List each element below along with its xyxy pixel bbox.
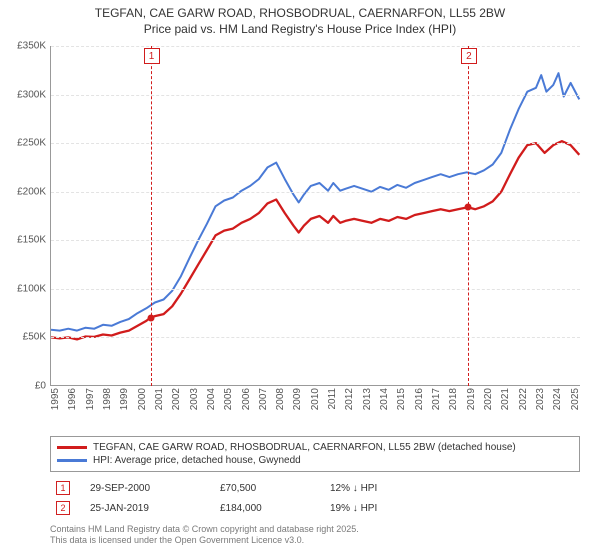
x-axis-label: 2020 (483, 388, 494, 410)
y-axis-label: £0 (0, 381, 46, 392)
legend-box: TEGFAN, CAE GARW ROAD, RHOSBODRUAL, CAER… (50, 436, 580, 472)
x-axis-label: 1996 (67, 388, 78, 410)
sales-table: 1 29-SEP-2000 £70,500 12% ↓ HPI 2 25-JAN… (50, 478, 580, 518)
chart-title: TEGFAN, CAE GARW ROAD, RHOSBODRUAL, CAER… (0, 0, 600, 37)
sale-marker-line (151, 46, 152, 386)
x-axis-label: 2014 (379, 388, 390, 410)
attribution: Contains HM Land Registry data © Crown c… (50, 524, 359, 547)
attribution-line: This data is licensed under the Open Gov… (50, 535, 359, 546)
gridline-h (51, 143, 580, 144)
x-axis-label: 2018 (448, 388, 459, 410)
plot-area: 12 (50, 46, 580, 386)
gridline-h (51, 192, 580, 193)
sale-delta: 12% ↓ HPI (330, 483, 440, 494)
x-axis-label: 2007 (258, 388, 269, 410)
x-axis-label: 2022 (518, 388, 529, 410)
x-axis-label: 2011 (327, 388, 338, 410)
legend-swatch (57, 446, 87, 449)
x-axis-label: 2004 (206, 388, 217, 410)
gridline-h (51, 240, 580, 241)
x-axis-label: 2008 (275, 388, 286, 410)
legend-label: HPI: Average price, detached house, Gwyn… (93, 455, 301, 466)
sale-marker-box: 1 (56, 481, 70, 495)
x-axis-label: 1999 (119, 388, 130, 410)
x-axis-label: 2021 (500, 388, 511, 410)
x-axis-label: 2002 (171, 388, 182, 410)
sale-marker-number: 1 (144, 48, 160, 64)
sale-price: £184,000 (220, 503, 310, 514)
sale-row: 1 29-SEP-2000 £70,500 12% ↓ HPI (50, 478, 580, 498)
legend-label: TEGFAN, CAE GARW ROAD, RHOSBODRUAL, CAER… (93, 442, 516, 453)
x-axis-label: 2024 (552, 388, 563, 410)
gridline-h (51, 95, 580, 96)
x-axis-label: 2025 (570, 388, 581, 410)
sale-row: 2 25-JAN-2019 £184,000 19% ↓ HPI (50, 498, 580, 518)
legend-swatch (57, 459, 87, 462)
sale-date: 25-JAN-2019 (90, 503, 200, 514)
y-axis-label: £100K (0, 283, 46, 294)
x-axis-label: 2000 (137, 388, 148, 410)
x-axis-label: 2023 (535, 388, 546, 410)
attribution-line: Contains HM Land Registry data © Crown c… (50, 524, 359, 535)
gridline-h (51, 289, 580, 290)
sale-marker-box: 2 (56, 501, 70, 515)
x-axis-label: 2005 (223, 388, 234, 410)
chart-area: 12 £0£50K£100K£150K£200K£250K£300K£350K1… (50, 46, 580, 406)
x-axis-label: 2013 (362, 388, 373, 410)
sale-price: £70,500 (220, 483, 310, 494)
x-axis-label: 2003 (189, 388, 200, 410)
sale-delta: 19% ↓ HPI (330, 503, 440, 514)
x-axis-label: 1997 (85, 388, 96, 410)
sale-date: 29-SEP-2000 (90, 483, 200, 494)
x-axis-label: 2019 (466, 388, 477, 410)
x-axis-label: 2006 (241, 388, 252, 410)
series-line-hpi (51, 73, 579, 330)
y-axis-label: £250K (0, 138, 46, 149)
y-axis-label: £350K (0, 41, 46, 52)
sale-marker-dot (464, 204, 471, 211)
legend-row: HPI: Average price, detached house, Gwyn… (57, 454, 573, 467)
x-axis-label: 2012 (344, 388, 355, 410)
chart-container: TEGFAN, CAE GARW ROAD, RHOSBODRUAL, CAER… (0, 0, 600, 560)
x-axis-label: 1998 (102, 388, 113, 410)
sale-marker-dot (147, 314, 154, 321)
gridline-h (51, 46, 580, 47)
x-axis-label: 2015 (396, 388, 407, 410)
y-axis-label: £50K (0, 332, 46, 343)
x-axis-label: 2017 (431, 388, 442, 410)
y-axis-label: £150K (0, 235, 46, 246)
x-axis-label: 2016 (414, 388, 425, 410)
x-axis-label: 2010 (310, 388, 321, 410)
y-axis-label: £300K (0, 89, 46, 100)
gridline-h (51, 337, 580, 338)
title-line-1: TEGFAN, CAE GARW ROAD, RHOSBODRUAL, CAER… (0, 6, 600, 22)
sale-marker-line (468, 46, 469, 386)
line-svg (51, 46, 581, 386)
legend-row: TEGFAN, CAE GARW ROAD, RHOSBODRUAL, CAER… (57, 441, 573, 454)
y-axis-label: £200K (0, 186, 46, 197)
x-axis-label: 2009 (292, 388, 303, 410)
x-axis-label: 2001 (154, 388, 165, 410)
sale-marker-number: 2 (461, 48, 477, 64)
x-axis-label: 1995 (50, 388, 61, 410)
title-line-2: Price paid vs. HM Land Registry's House … (0, 22, 600, 38)
